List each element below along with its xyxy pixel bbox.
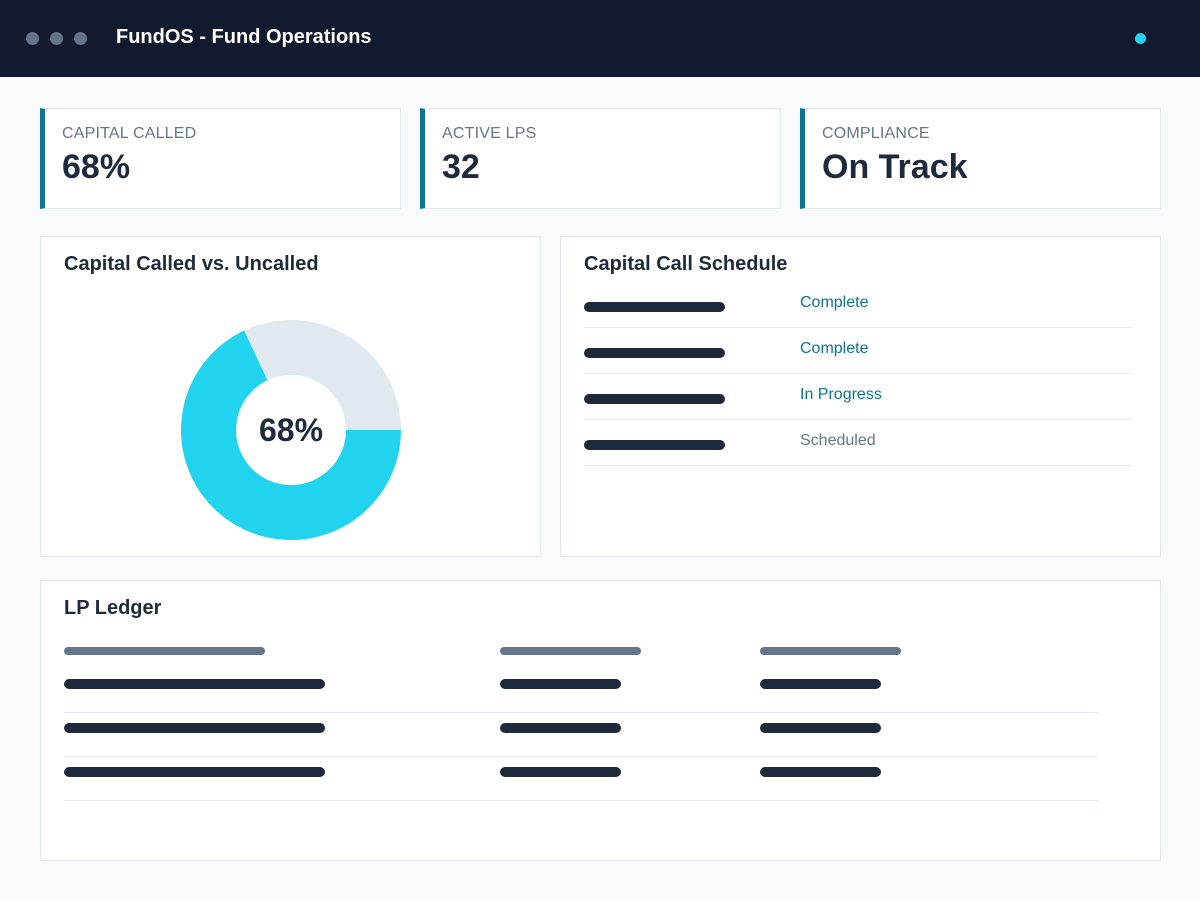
schedule-panel: Capital Call Schedule Complete Complete …: [560, 236, 1161, 557]
status-label: Complete: [800, 340, 869, 357]
kpi-value: 68%: [62, 148, 131, 186]
panel-title: Capital Called vs. Uncalled: [64, 253, 319, 275]
schedule-row[interactable]: In Progress: [584, 374, 1131, 420]
cell-placeholder: [760, 723, 881, 733]
cell-placeholder: [64, 767, 325, 777]
status-indicator-dot: [1135, 33, 1146, 44]
column-header-placeholder[interactable]: [500, 647, 641, 655]
placeholder-bar: [584, 394, 725, 404]
window-control-dot[interactable]: [26, 32, 39, 45]
panel-title: LP Ledger: [64, 597, 162, 619]
capital-chart-panel: Capital Called vs. Uncalled 68%: [40, 236, 541, 557]
cell-placeholder: [500, 767, 621, 777]
kpi-card-active-lps: ACTIVE LPS 32: [420, 108, 781, 209]
panel-title: Capital Call Schedule: [584, 253, 788, 275]
kpi-card-capital-called: CAPITAL CALLED 68%: [40, 108, 401, 209]
status-label: In Progress: [800, 386, 882, 403]
kpi-value: On Track: [822, 148, 968, 186]
table-row[interactable]: [64, 757, 1098, 801]
donut-hole: [236, 375, 346, 485]
kpi-value: 32: [442, 148, 480, 186]
column-header-placeholder[interactable]: [760, 647, 901, 655]
cell-placeholder: [760, 679, 881, 689]
schedule-row[interactable]: Scheduled: [584, 420, 1131, 466]
window-control-dot[interactable]: [50, 32, 63, 45]
window-control-dot[interactable]: [74, 32, 87, 45]
kpi-label: ACTIVE LPS: [442, 125, 537, 142]
kpi-label: CAPITAL CALLED: [62, 125, 197, 142]
schedule-row[interactable]: Complete: [584, 282, 1131, 328]
donut-chart: 68%: [181, 320, 401, 540]
placeholder-bar: [584, 348, 725, 358]
lp-ledger-panel: LP Ledger: [40, 580, 1161, 861]
placeholder-bar: [584, 440, 725, 450]
table-row[interactable]: [64, 713, 1098, 757]
kpi-label: COMPLIANCE: [822, 125, 930, 142]
app-title: FundOS - Fund Operations: [116, 26, 372, 48]
cell-placeholder: [64, 723, 325, 733]
status-label: Scheduled: [800, 432, 876, 449]
donut-center-label: 68%: [259, 412, 323, 448]
cell-placeholder: [500, 679, 621, 689]
title-bar: FundOS - Fund Operations: [0, 0, 1200, 77]
kpi-card-compliance: COMPLIANCE On Track: [800, 108, 1161, 209]
cell-placeholder: [760, 767, 881, 777]
cell-placeholder: [64, 679, 325, 689]
column-header-placeholder[interactable]: [64, 647, 265, 655]
cell-placeholder: [500, 723, 621, 733]
schedule-row[interactable]: Complete: [584, 328, 1131, 374]
table-row[interactable]: [64, 669, 1098, 713]
placeholder-bar: [584, 302, 725, 312]
status-label: Complete: [800, 294, 869, 311]
